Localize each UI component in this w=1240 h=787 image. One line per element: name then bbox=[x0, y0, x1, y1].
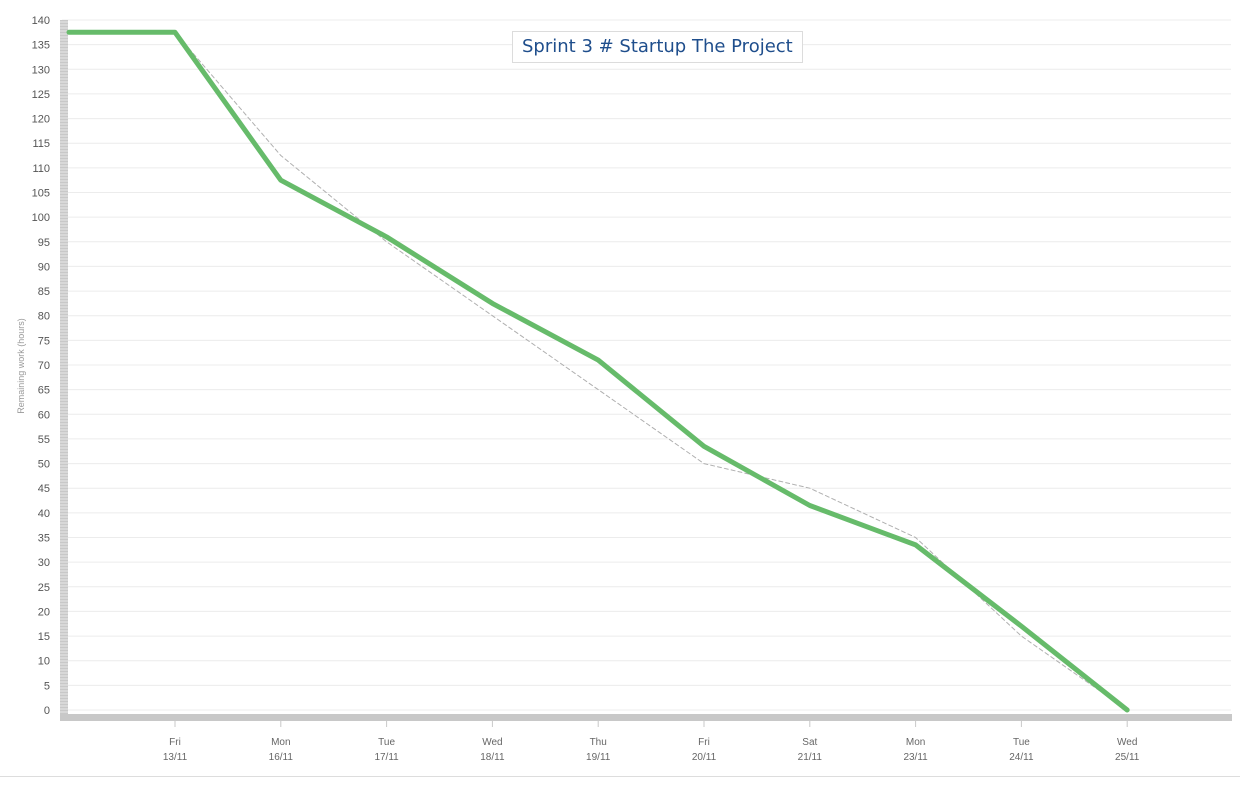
x-tick-date: 18/11 bbox=[480, 752, 505, 763]
x-tick-date: 25/11 bbox=[1115, 752, 1140, 763]
y-tick-label: 105 bbox=[32, 188, 50, 200]
y-tick-label: 110 bbox=[32, 163, 50, 175]
y-tick-label: 135 bbox=[32, 40, 50, 52]
y-tick-label: 120 bbox=[32, 114, 50, 126]
y-tick-label: 25 bbox=[38, 582, 50, 594]
y-tick-label: 15 bbox=[38, 631, 50, 643]
x-tick-date: 17/11 bbox=[374, 752, 399, 763]
x-tick-date: 20/11 bbox=[692, 752, 717, 763]
x-tick-day: Thu bbox=[590, 737, 607, 748]
x-tick-date: 21/11 bbox=[798, 752, 823, 763]
x-tick-day: Fri bbox=[698, 737, 710, 748]
y-tick-label: 45 bbox=[38, 483, 50, 495]
y-tick-label: 60 bbox=[38, 409, 50, 421]
series-line-ideal bbox=[174, 31, 1128, 711]
y-tick-label: 30 bbox=[38, 557, 50, 569]
x-tick-day: Mon bbox=[271, 737, 290, 748]
x-axis-band bbox=[60, 714, 1232, 721]
x-tick-day: Tue bbox=[1013, 737, 1030, 748]
y-tick-label: 65 bbox=[38, 385, 50, 397]
y-tick-label: 95 bbox=[38, 237, 50, 249]
x-tick-day: Fri bbox=[169, 737, 181, 748]
y-tick-label: 50 bbox=[38, 459, 50, 471]
y-tick-label: 20 bbox=[38, 606, 50, 618]
y-tick-label: 130 bbox=[32, 64, 50, 76]
x-tick-day: Sat bbox=[802, 737, 817, 748]
x-tick-labels: Fri 13/11 Mon 16/11 Tue 17/11 Wed 18/11 Thu 19/11… bbox=[163, 737, 1140, 763]
chart-title: Sprint 3 # Startup The Project bbox=[512, 31, 803, 63]
y-tick-labels: 0 5 10 15 20 25 30 35 40 45 50 55 60 65 70 75 80 85 90 95 10… bbox=[32, 15, 50, 717]
x-tick-day: Wed bbox=[1117, 737, 1137, 748]
y-tick-label: 40 bbox=[38, 508, 50, 520]
x-tick-date: 13/11 bbox=[163, 752, 188, 763]
x-tick-date: 16/11 bbox=[269, 752, 294, 763]
y-tick-label: 125 bbox=[32, 89, 50, 101]
x-tick-date: 19/11 bbox=[586, 752, 611, 763]
y-tick-label: 90 bbox=[38, 261, 50, 273]
x-tick-day: Tue bbox=[378, 737, 395, 748]
y-tick-label: 80 bbox=[38, 311, 50, 323]
y-tick-label: 35 bbox=[38, 533, 50, 545]
x-tick-day: Wed bbox=[482, 737, 502, 748]
y-tick-label: 0 bbox=[44, 705, 50, 717]
y-tick-label: 140 bbox=[32, 15, 50, 27]
y-tick-label: 75 bbox=[38, 335, 50, 347]
y-tick-label: 115 bbox=[32, 138, 50, 150]
y-tick-label: 70 bbox=[38, 360, 50, 372]
y-tick-label: 55 bbox=[38, 434, 50, 446]
y-axis-label: Remaining work (hours) bbox=[16, 318, 26, 414]
y-tick-label: 5 bbox=[44, 680, 50, 692]
y-tick-label: 100 bbox=[32, 212, 50, 224]
y-tick-label: 10 bbox=[38, 656, 50, 668]
y-tick-label: 85 bbox=[38, 286, 50, 298]
series-line-actual bbox=[66, 29, 1130, 713]
x-tick-date: 23/11 bbox=[903, 752, 928, 763]
grid-lines bbox=[62, 19, 1231, 711]
x-tick-date: 24/11 bbox=[1009, 752, 1034, 763]
axes bbox=[0, 20, 1240, 777]
x-tick-day: Mon bbox=[906, 737, 925, 748]
series bbox=[66, 29, 1130, 713]
